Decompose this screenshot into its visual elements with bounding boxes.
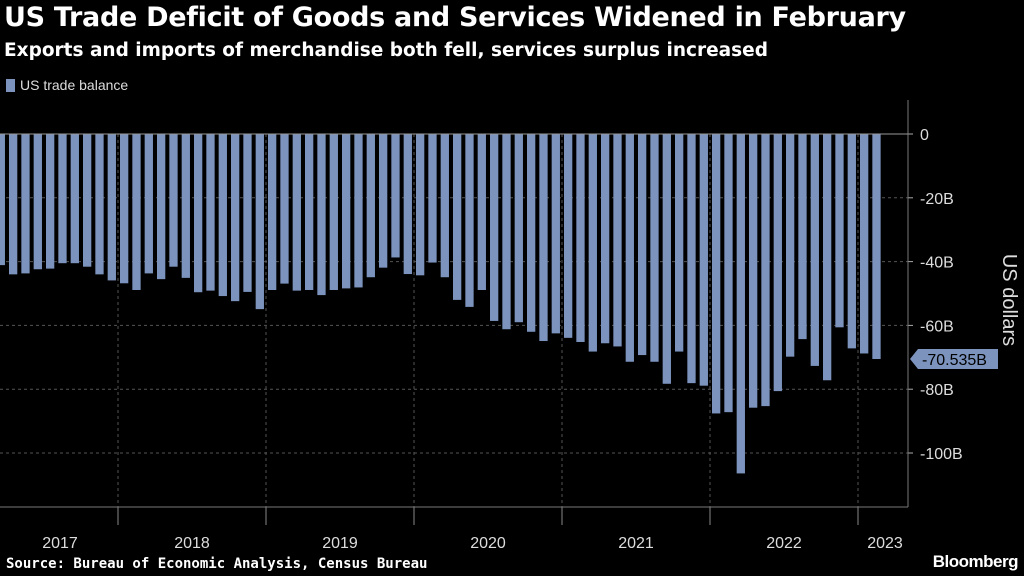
- x-tick-label: 2021: [618, 535, 654, 552]
- bar: [218, 134, 227, 297]
- bar: [601, 134, 610, 344]
- bar: [379, 134, 388, 268]
- chart-subtitle: Exports and imports of merchandise both …: [4, 40, 768, 61]
- x-tick-label: 2023: [867, 535, 903, 552]
- x-tick-label: 2019: [322, 535, 358, 552]
- bar: [736, 134, 745, 474]
- last-value-badge: [910, 349, 998, 370]
- bar: [786, 134, 795, 357]
- bar: [354, 134, 363, 288]
- bar: [490, 134, 499, 321]
- bar: [662, 134, 671, 384]
- bar: [773, 134, 782, 392]
- y-tick-label: -60B: [920, 318, 954, 335]
- bar: [342, 134, 351, 289]
- y-axis-label: US dollars: [998, 254, 1020, 346]
- bar: [280, 134, 289, 284]
- bar: [477, 134, 486, 290]
- bar: [95, 134, 104, 275]
- y-tick-label: -100B: [920, 446, 963, 463]
- bar: [514, 134, 523, 323]
- bar: [428, 134, 437, 263]
- bar: [872, 134, 881, 360]
- y-tick-label: -80B: [920, 382, 954, 399]
- bar: [292, 134, 301, 291]
- bar: [305, 134, 314, 290]
- bar: [699, 134, 708, 386]
- bar: [0, 134, 5, 266]
- bar: [144, 134, 153, 274]
- bar: [564, 134, 573, 338]
- bar: [366, 134, 375, 278]
- bar: [502, 134, 511, 330]
- legend-swatch: [6, 78, 15, 92]
- bar: [724, 134, 733, 413]
- bar: [823, 134, 832, 381]
- bar: [231, 134, 240, 302]
- x-tick-label: 2020: [470, 535, 506, 552]
- bar: [539, 134, 548, 342]
- bar: [9, 134, 18, 275]
- bar: [58, 134, 67, 264]
- bar: [194, 134, 203, 293]
- bar: [416, 134, 425, 276]
- bar: [317, 134, 326, 296]
- bar: [687, 134, 696, 384]
- bar: [157, 134, 166, 280]
- bar: [83, 134, 92, 267]
- y-tick-label: 0: [920, 127, 929, 144]
- x-tick-label: 2018: [174, 535, 210, 552]
- bar: [712, 134, 721, 414]
- bar: [835, 134, 844, 328]
- y-tick-label: -40B: [920, 255, 954, 272]
- bar: [120, 134, 129, 284]
- bar: [613, 134, 622, 347]
- bar: [255, 134, 264, 310]
- x-tick-label: 2022: [766, 535, 802, 552]
- bar: [403, 134, 412, 275]
- bar: [391, 134, 400, 258]
- bar: [650, 134, 659, 362]
- source-note: Source: Bureau of Economic Analysis, Cen…: [6, 556, 428, 572]
- bar: [243, 134, 252, 292]
- bar: [675, 134, 684, 352]
- bar: [329, 134, 338, 290]
- bar: [576, 134, 585, 342]
- bar: [46, 134, 55, 269]
- bar: [107, 134, 116, 281]
- bar: [749, 134, 758, 408]
- bar: [132, 134, 141, 290]
- bloomberg-logo: Bloomberg: [932, 552, 1019, 571]
- bar: [169, 134, 178, 267]
- y-tick-label: -20B: [920, 191, 954, 208]
- bar: [551, 134, 560, 334]
- legend-label: US trade balance: [20, 77, 129, 93]
- bar: [21, 134, 30, 274]
- bar: [33, 134, 42, 270]
- bar: [810, 134, 819, 366]
- bar: [860, 134, 869, 354]
- bar: [268, 134, 277, 290]
- legend: US trade balance: [6, 77, 128, 93]
- bar: [798, 134, 807, 340]
- bar: [638, 134, 647, 356]
- bar: [440, 134, 449, 278]
- chart-title: US Trade Deficit of Goods and Services W…: [4, 2, 906, 33]
- bar: [206, 134, 215, 291]
- bar: [588, 134, 597, 352]
- x-tick-label: 2017: [42, 535, 78, 552]
- bar: [181, 134, 190, 278]
- bar: [453, 134, 462, 300]
- bar: [527, 134, 536, 332]
- bar: [625, 134, 634, 362]
- bar: [465, 134, 474, 307]
- last-value-label: -70.535B: [922, 352, 987, 369]
- bar: [847, 134, 856, 349]
- bar: [70, 134, 79, 264]
- bar: [761, 134, 770, 407]
